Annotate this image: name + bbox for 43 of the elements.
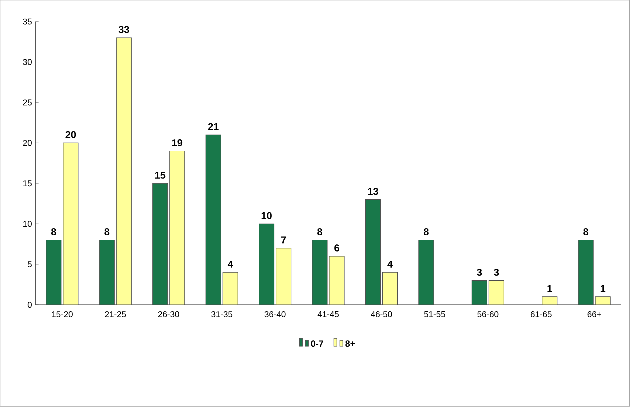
legend-label: 0-7 — [311, 340, 324, 348]
x-tick-label: 41-45 — [318, 312, 339, 318]
data-label: 8 — [584, 228, 589, 236]
data-label: 8 — [104, 228, 110, 236]
x-tick-label: 66+ — [588, 312, 602, 318]
legend-label: 8+ — [346, 340, 356, 348]
data-label: 4 — [388, 261, 393, 268]
x-tick-label: 21-25 — [105, 312, 126, 318]
x-tick-label: 51-55 — [424, 312, 446, 318]
x-tick-label: 56-60 — [478, 312, 499, 318]
y-tick-label: 25 — [23, 100, 32, 106]
x-tick-label: 61-65 — [530, 312, 552, 318]
data-label: 19 — [172, 140, 183, 147]
x-tick-label: 15-20 — [52, 312, 73, 318]
bar — [418, 240, 434, 306]
data-label: 1 — [548, 285, 552, 292]
x-tick-label: 46-50 — [371, 312, 392, 318]
data-label: 3 — [494, 269, 500, 276]
data-label: 13 — [368, 188, 378, 196]
y-tick-label: 10 — [24, 221, 32, 228]
y-tick-label: 0 — [28, 302, 32, 308]
data-label: 21 — [208, 123, 219, 130]
data-label: 33 — [118, 26, 130, 34]
data-label: 7 — [281, 236, 286, 244]
y-tick-label: 5 — [28, 262, 32, 268]
y-tick-label: 30 — [23, 59, 32, 66]
data-label: 1 — [600, 285, 606, 292]
data-label: 15 — [155, 172, 166, 179]
y-tick-label: 20 — [23, 140, 32, 146]
data-label: 8 — [424, 228, 429, 236]
data-label: 6 — [334, 244, 340, 252]
data-label: 8 — [51, 228, 56, 236]
data-label: 20 — [66, 131, 76, 139]
data-label: 8 — [318, 228, 322, 236]
x-tick-label: 31-35 — [212, 312, 233, 318]
x-tick-label: 36-40 — [264, 312, 286, 318]
x-tick-label: 26-30 — [158, 312, 180, 318]
data-label: 10 — [262, 212, 272, 220]
data-label: 3 — [477, 269, 482, 276]
y-tick-label: 35 — [23, 18, 32, 25]
bar — [542, 296, 558, 306]
y-tick-label: 15 — [24, 180, 32, 187]
data-label: 4 — [228, 261, 234, 268]
